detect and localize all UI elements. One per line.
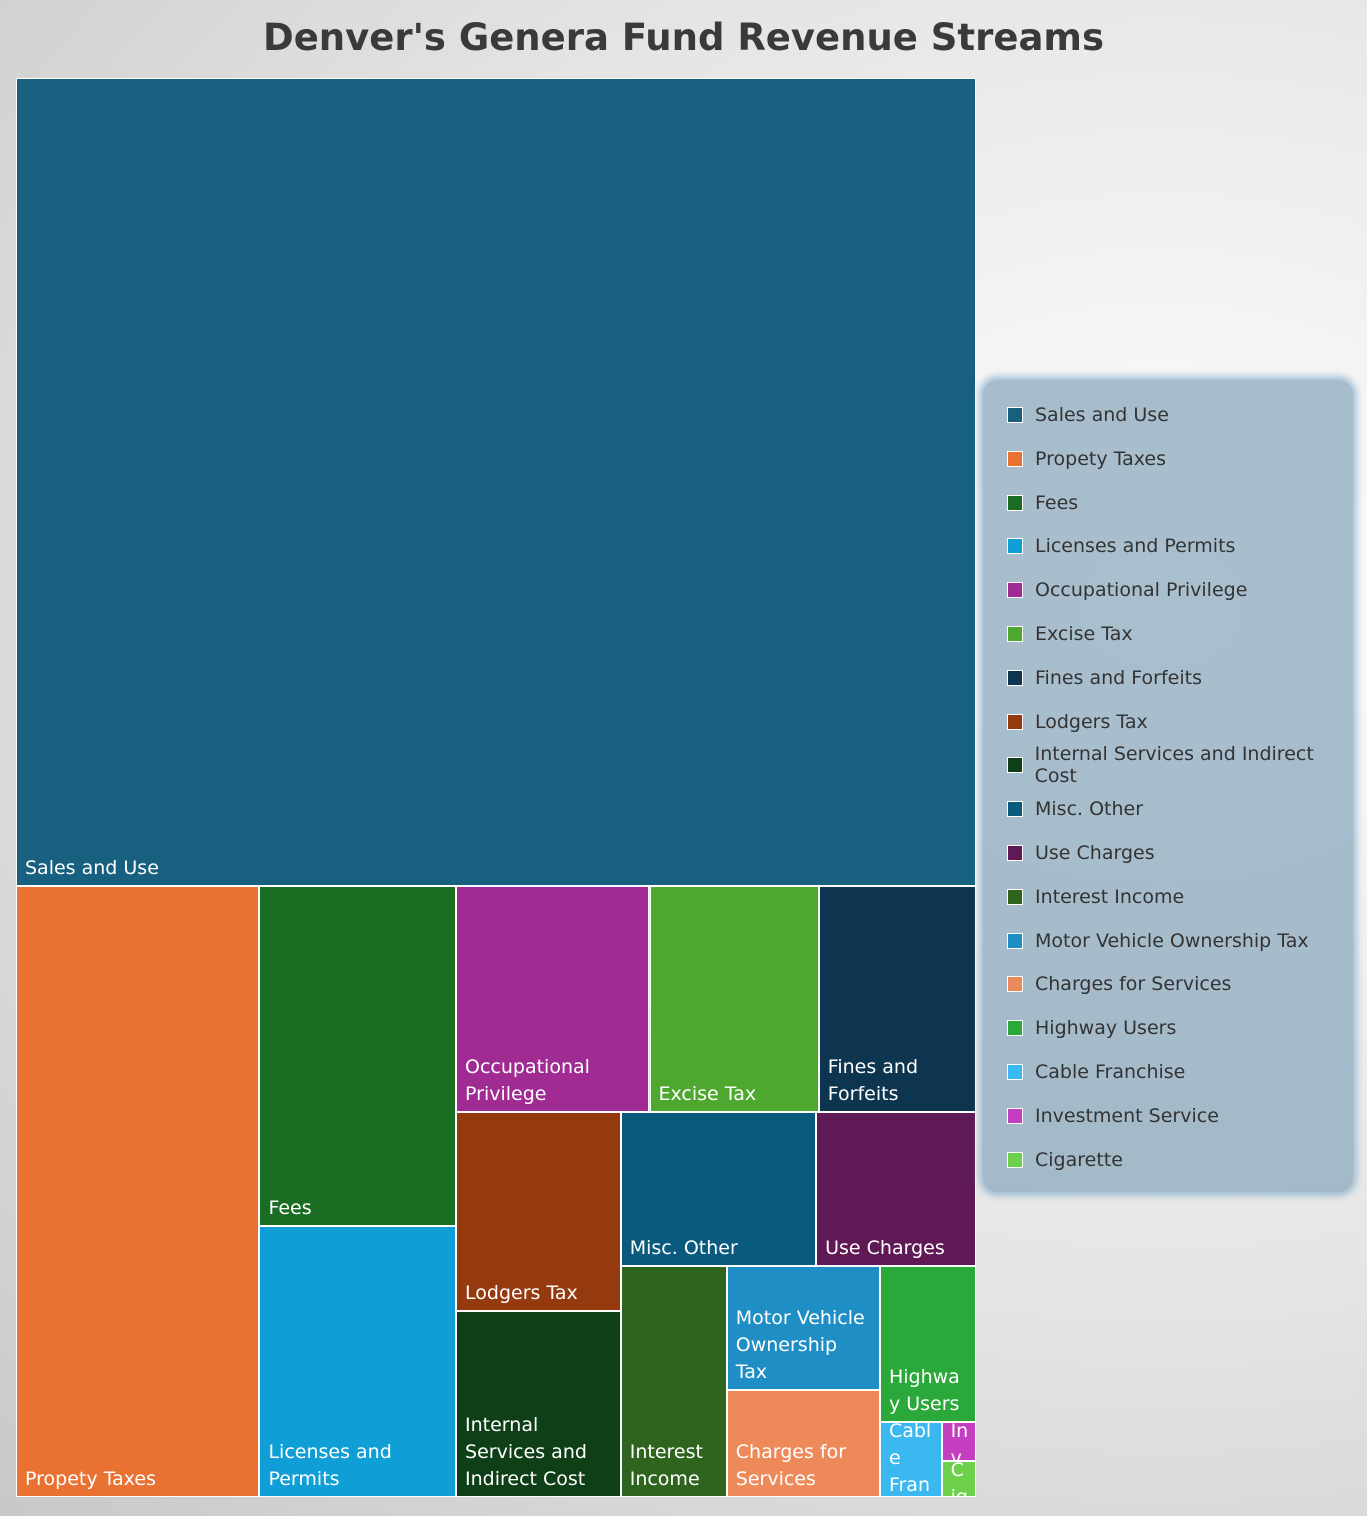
legend-item: Occupational Privilege: [1007, 578, 1247, 602]
legend-swatch: [1007, 845, 1023, 861]
legend-item: Use Charges: [1007, 841, 1155, 865]
legend-item: Propety Taxes: [1007, 447, 1166, 471]
cell-label: Investment Service: [950, 1421, 969, 1461]
legend-label: Licenses and Permits: [1035, 535, 1236, 558]
plot-area: Sales and Use Propety Taxes Fees Licenses a…: [16, 78, 976, 1497]
legend-item: Investment Service: [1007, 1104, 1219, 1128]
legend-swatch: [1007, 450, 1023, 467]
legend-swatch: [1007, 713, 1023, 730]
legend-swatch: [1007, 801, 1023, 818]
legend-item: Fines and Forfeits: [1007, 666, 1202, 690]
legend-swatch: [1007, 1064, 1023, 1080]
treemap-cell: Cigarette: [941, 1461, 976, 1497]
legend-item: Fees: [1007, 491, 1078, 515]
legend-label: Highway Users: [1035, 1017, 1177, 1040]
cell-label: Licenses and Permits: [268, 1440, 392, 1490]
treemap-cell: Misc. Other: [620, 1111, 817, 1266]
cell-label: Excise Tax: [658, 1082, 757, 1105]
cell-label: Interest Income: [629, 1440, 703, 1490]
legend: Sales and Use Propety Taxes Fees Licenses a…: [983, 380, 1353, 1192]
legend-swatch: [1007, 494, 1023, 511]
legend-label: Occupational Privilege: [1035, 579, 1248, 602]
treemap-cell: Motor Vehicle Ownership Tax: [726, 1265, 880, 1391]
cell-label: Use Charges: [825, 1236, 945, 1259]
legend-swatch: [1007, 626, 1023, 642]
legend-swatch: [1007, 538, 1023, 555]
legend-item: Sales and Use: [1007, 403, 1169, 427]
cell-label: Cigarette: [950, 1461, 968, 1496]
treemap-cell: Internal Services and Indirect Cost: [456, 1310, 621, 1497]
cell-label: Occupational Privilege: [465, 1055, 590, 1105]
legend-item: Cigarette: [1007, 1148, 1123, 1172]
legend-swatch: [1007, 932, 1023, 949]
treemap-cell: Fees: [259, 886, 456, 1227]
treemap-cell: Fines and Forfeits: [818, 886, 976, 1112]
legend-swatch: [1007, 976, 1023, 993]
treemap-cell: Sales and Use: [16, 78, 976, 887]
legend-swatch: [1007, 407, 1023, 423]
legend-label: Sales and Use: [1035, 404, 1169, 426]
legend-swatch: [1007, 757, 1023, 774]
cell-label: Lodgers Tax: [465, 1281, 578, 1304]
legend-swatch: [1007, 1020, 1023, 1037]
legend-label: Charges for Services: [1035, 973, 1232, 996]
legend-swatch: [1007, 1107, 1023, 1124]
legend-swatch: [1007, 669, 1023, 686]
chart-title: Denver's Genera Fund Revenue Streams: [263, 16, 1104, 59]
cell-label: Fines and Forfeits: [827, 1055, 919, 1105]
legend-item: Charges for Services: [1007, 972, 1231, 996]
treemap-cell: Licenses and Permits: [259, 1226, 456, 1497]
legend-label: Lodgers Tax: [1035, 710, 1148, 733]
legend-label: Internal Services and Indirect Cost: [1034, 743, 1314, 788]
cell-label: Internal Services and Indirect Cost: [465, 1413, 587, 1490]
legend-label: Motor Vehicle Ownership Tax: [1035, 929, 1309, 952]
cell-label: Sales and Use: [25, 857, 159, 880]
treemap-cell: Investment Service: [941, 1421, 976, 1462]
legend-label: Cigarette: [1035, 1148, 1123, 1171]
treemap-cell: Occupational Privilege: [456, 886, 650, 1112]
legend-label: Investment Service: [1035, 1104, 1219, 1127]
treemap-cell: Highway Users: [879, 1265, 976, 1422]
cell-label: Fees: [268, 1197, 312, 1220]
treemap-cell: Propety Taxes: [16, 886, 260, 1497]
legend-label: Use Charges: [1035, 842, 1155, 864]
legend-item: Internal Services and Indirect Cost: [1007, 743, 1353, 787]
legend-label: Excise Tax: [1035, 623, 1133, 645]
legend-label: Propety Taxes: [1035, 447, 1166, 470]
legend-label: Interest Income: [1035, 885, 1185, 908]
legend-swatch: [1007, 582, 1023, 599]
treemap-cell: Charges for Services: [726, 1390, 880, 1497]
legend-item: Licenses and Permits: [1007, 534, 1235, 558]
legend-item: Lodgers Tax: [1007, 710, 1148, 734]
treemap-cell: Use Charges: [816, 1111, 976, 1266]
treemap-cell: Cable Franchise: [879, 1421, 942, 1497]
legend-label: Cable Franchise: [1035, 1061, 1186, 1083]
legend-label: Misc. Other: [1035, 798, 1144, 821]
legend-item: Misc. Other: [1007, 797, 1143, 821]
legend-item: Excise Tax: [1007, 622, 1133, 646]
legend-item: Highway Users: [1007, 1016, 1176, 1040]
legend-swatch: [1007, 1151, 1023, 1168]
cell-label: Misc. Other: [629, 1236, 738, 1259]
legend-item: Motor Vehicle Ownership Tax: [1007, 929, 1309, 953]
cell-label: Charges for Services: [735, 1440, 847, 1490]
legend-item: Cable Franchise: [1007, 1060, 1185, 1084]
treemap-cell: Interest Income: [620, 1265, 727, 1497]
treemap-cell: Excise Tax: [649, 886, 819, 1112]
legend-swatch: [1007, 888, 1023, 905]
legend-label: Fines and Forfeits: [1035, 666, 1202, 689]
cell-label: Propety Taxes: [25, 1467, 156, 1490]
treemap-cell: Lodgers Tax: [456, 1111, 621, 1311]
cell-label: Cable Franchise: [888, 1421, 932, 1496]
cell-label: Motor Vehicle Ownership Tax: [735, 1307, 865, 1384]
legend-item: Interest Income: [1007, 885, 1184, 909]
legend-label: Fees: [1035, 491, 1079, 514]
cell-label: Highway Users: [888, 1365, 960, 1415]
